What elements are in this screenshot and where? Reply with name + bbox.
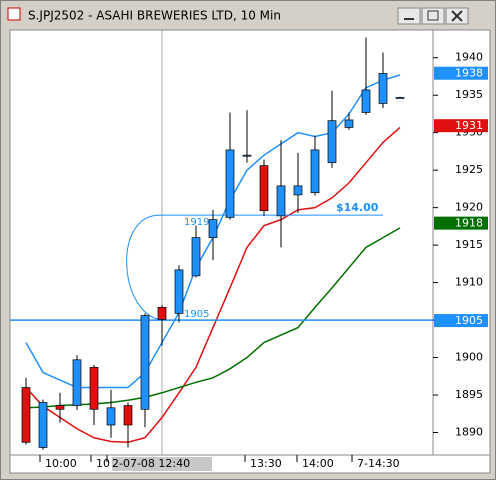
level-note: $14.00: [336, 201, 379, 214]
candle-body: [361, 89, 371, 113]
candle-body: [225, 149, 235, 218]
minimize-button[interactable]: [397, 7, 421, 25]
level-loop: [126, 214, 383, 321]
y-tick-label: 1890: [455, 426, 483, 439]
price-tag-label: 1905: [455, 314, 483, 327]
app-icon: [7, 7, 21, 21]
x-label-highlight: [112, 457, 212, 471]
candle-body: [38, 402, 48, 448]
price-tag: [434, 119, 488, 133]
candle-body: [293, 185, 303, 196]
candle-body: [242, 154, 252, 157]
price-tag: [434, 66, 488, 80]
x-tick-label: 2-07-08 12:40: [112, 457, 190, 470]
y-tick-label: 1925: [455, 163, 483, 176]
candle-body: [174, 269, 184, 314]
candle-body: [21, 387, 31, 443]
candle-body: [123, 405, 133, 426]
x-tick-label: 13:30: [250, 457, 282, 470]
y-tick-label: 1900: [455, 351, 483, 364]
indicator-line: [25, 126, 401, 444]
price-tag-label: 1938: [455, 67, 483, 80]
x-tick-label: 10: [96, 457, 110, 470]
candle-body: [259, 165, 269, 211]
y-tick-label: 1920: [455, 201, 483, 214]
candle-body: [106, 407, 116, 426]
level-label: 1919: [184, 217, 209, 228]
y-tick-label: 1915: [455, 238, 483, 251]
price-tag: [434, 314, 488, 328]
candle-body: [378, 73, 388, 104]
price-axis: [432, 29, 491, 456]
candle-body: [72, 359, 82, 406]
candle-body: [140, 315, 150, 410]
x-tick-label: 10:00: [45, 457, 77, 470]
window-buttons[interactable]: [397, 7, 469, 25]
candle-body: [55, 405, 65, 410]
close-glyph: [451, 10, 463, 22]
candle-body: [310, 149, 320, 194]
y-tick-label: 1895: [455, 388, 483, 401]
y-tick-label: 1910: [455, 276, 483, 289]
candle-body: [208, 219, 218, 238]
maximize-glyph: [427, 10, 439, 21]
x-tick-label: 14:00: [302, 457, 334, 470]
x-tick-label: 7-14:30: [357, 457, 400, 470]
price-tag-label: 1931: [455, 119, 483, 132]
candle-body: [395, 97, 405, 99]
candle-body: [327, 120, 337, 164]
candle-body: [276, 185, 286, 217]
maximize-button[interactable]: [421, 7, 445, 25]
level-label: 1905: [184, 309, 209, 320]
candle-body: [157, 306, 167, 320]
candle-body: [344, 119, 354, 128]
y-tick-label: 1940: [455, 51, 483, 64]
indicator-line: [25, 227, 401, 409]
candle-body: [89, 366, 99, 410]
price-tag: [434, 216, 488, 230]
y-tick-label: 1935: [455, 88, 483, 101]
window-title: S.JPJ2502 - ASAHI BREWERIES LTD, 10 Min: [28, 9, 281, 23]
candle-body: [191, 237, 201, 277]
price-tag-label: 1918: [455, 217, 483, 230]
